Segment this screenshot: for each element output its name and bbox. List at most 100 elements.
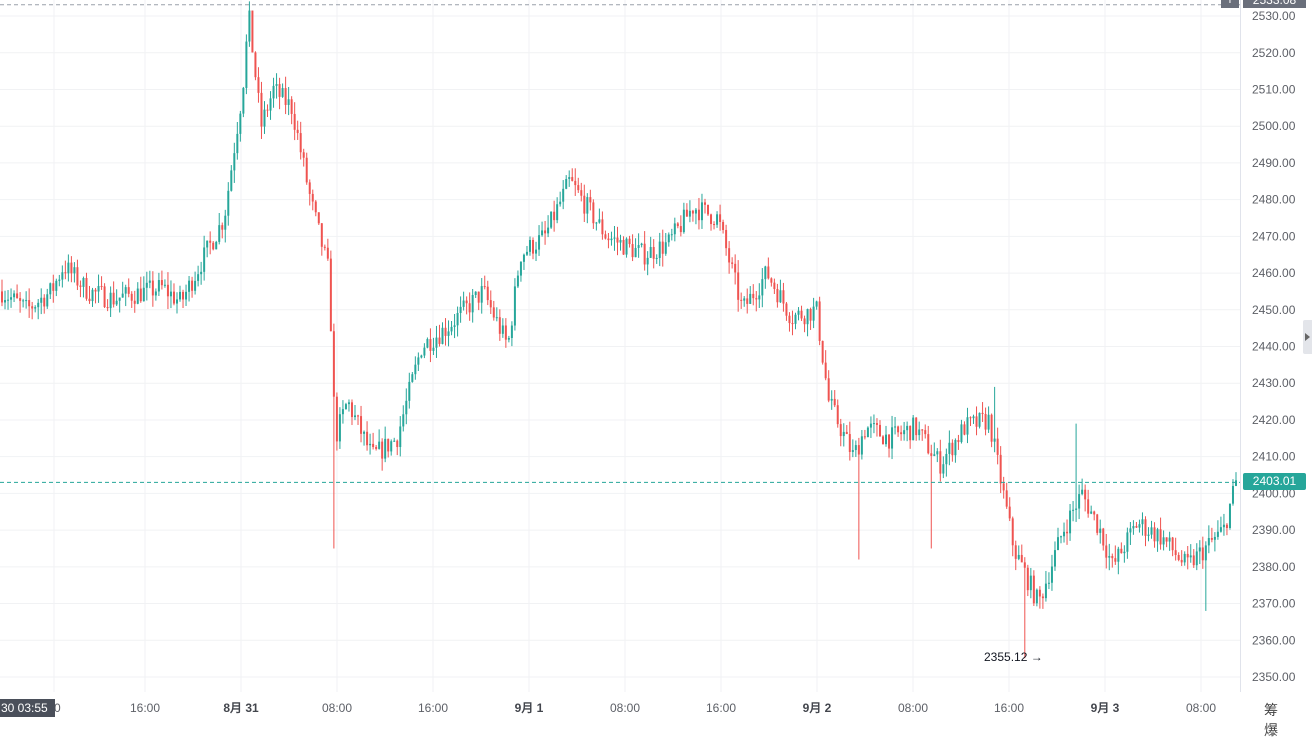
candle-body bbox=[172, 291, 175, 304]
candle-body bbox=[803, 318, 806, 325]
candle-body bbox=[73, 267, 76, 274]
y-tick-label: 2480.00 bbox=[1252, 193, 1296, 207]
candle-body bbox=[498, 317, 501, 334]
candle-body bbox=[1144, 519, 1147, 536]
candle-body bbox=[960, 424, 963, 443]
candle-body bbox=[743, 298, 746, 301]
candle-body bbox=[818, 301, 821, 341]
candle-body bbox=[209, 240, 212, 243]
candle-body bbox=[999, 454, 1002, 484]
candle-body bbox=[236, 133, 239, 154]
candle-body bbox=[619, 239, 622, 243]
candle-body bbox=[332, 331, 335, 397]
candle-body bbox=[266, 109, 269, 111]
candle-body bbox=[329, 258, 332, 332]
candle-body bbox=[1165, 537, 1168, 542]
add-alert-button[interactable]: + bbox=[1221, 0, 1239, 8]
candle-body bbox=[1153, 527, 1156, 542]
x-tick-label: 16:00 bbox=[130, 701, 160, 715]
candle-body bbox=[894, 426, 897, 428]
candle-body bbox=[939, 451, 942, 474]
candle-body bbox=[1195, 551, 1198, 566]
candle-body bbox=[79, 285, 82, 287]
y-tick-label: 2410.00 bbox=[1252, 450, 1296, 464]
candle-body bbox=[55, 280, 58, 291]
candle-body bbox=[1150, 527, 1153, 535]
candle-body bbox=[435, 337, 438, 348]
candle-body bbox=[1002, 483, 1005, 491]
candle-body bbox=[363, 431, 366, 434]
candle-body bbox=[471, 294, 474, 313]
candle-body bbox=[139, 288, 142, 302]
candle-body bbox=[1102, 528, 1105, 546]
candle-body bbox=[996, 438, 999, 455]
candle-body bbox=[242, 87, 245, 114]
candle-body bbox=[145, 282, 148, 288]
candle-body bbox=[854, 445, 857, 451]
candle-body bbox=[933, 454, 936, 456]
candle-body bbox=[809, 309, 812, 321]
candle-body bbox=[474, 291, 477, 295]
candle-body bbox=[396, 440, 399, 448]
candle-body bbox=[658, 241, 661, 258]
candle-body bbox=[773, 282, 776, 289]
candle-body bbox=[1075, 508, 1078, 510]
candle-body bbox=[571, 177, 574, 181]
candle-body bbox=[921, 429, 924, 431]
candle-body bbox=[381, 441, 384, 459]
candle-body bbox=[978, 412, 981, 427]
candle-body bbox=[586, 197, 589, 214]
candle-body bbox=[1189, 555, 1192, 558]
candle-body bbox=[179, 291, 182, 300]
candle-body bbox=[94, 289, 97, 292]
candle-body bbox=[88, 298, 91, 302]
x-tick-label: 8月 31 bbox=[223, 701, 259, 715]
candle-body bbox=[76, 267, 79, 286]
candle-body bbox=[233, 153, 236, 171]
candle-body bbox=[447, 331, 450, 336]
candle-body bbox=[151, 280, 154, 296]
panel-collapse-handle[interactable] bbox=[1303, 320, 1312, 354]
candle-body bbox=[308, 182, 311, 194]
candle-body bbox=[1017, 554, 1020, 559]
candle-body bbox=[148, 280, 151, 283]
candle-body bbox=[776, 288, 779, 303]
candle-body bbox=[302, 152, 305, 158]
candle-body bbox=[1069, 510, 1072, 534]
candle-body bbox=[344, 404, 347, 410]
candle-body bbox=[550, 211, 553, 228]
candle-body bbox=[1111, 555, 1114, 559]
candle-body bbox=[124, 287, 127, 294]
candle-body bbox=[115, 300, 118, 305]
y-tick-label: 2470.00 bbox=[1252, 229, 1296, 243]
candle-body bbox=[486, 286, 489, 301]
candle-body bbox=[577, 185, 580, 191]
candle-body bbox=[1099, 528, 1102, 533]
y-tick-label: 2440.00 bbox=[1252, 340, 1296, 354]
candle-body bbox=[118, 297, 121, 301]
candle-body bbox=[966, 417, 969, 435]
candle-body bbox=[49, 283, 52, 295]
candle-body bbox=[91, 289, 94, 302]
candle-body bbox=[287, 99, 290, 105]
candle-body bbox=[13, 293, 16, 298]
candle-body bbox=[1093, 511, 1096, 515]
candle-body bbox=[649, 247, 652, 258]
candle-body bbox=[562, 188, 565, 202]
candle-body bbox=[643, 243, 646, 265]
chart-mode-toggles[interactable]: 筹 爆 bbox=[1264, 703, 1286, 739]
candle-body bbox=[423, 347, 426, 356]
candle-body bbox=[737, 272, 740, 300]
candle-body bbox=[157, 280, 160, 292]
candle-body bbox=[1084, 489, 1087, 500]
candle-body bbox=[1026, 567, 1029, 591]
candle-body bbox=[188, 280, 191, 292]
candle-body bbox=[1087, 499, 1090, 514]
candle-body bbox=[688, 210, 691, 217]
candle-body bbox=[441, 327, 444, 344]
candle-body bbox=[532, 239, 535, 254]
candlestick-chart[interactable]: 2350.002360.002370.002380.002390.002400.… bbox=[0, 0, 1312, 721]
candle-body bbox=[1183, 553, 1186, 563]
candle-body bbox=[574, 180, 577, 186]
